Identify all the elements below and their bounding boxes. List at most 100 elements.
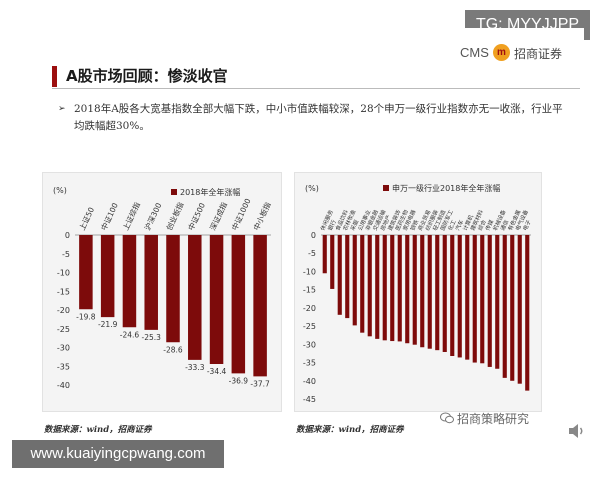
bar [420,235,425,348]
category-label: 上证50 [78,206,97,232]
data-label: -33.3 [185,363,205,372]
y-tick-label: -20 [57,306,70,315]
bullet-arrow-icon: ➢ [58,104,66,114]
bar [502,235,507,378]
bar [525,235,530,391]
bar [450,235,455,356]
bar [472,235,477,363]
y-tick-label: -35 [57,362,70,371]
bar [253,235,267,377]
bar [427,235,432,349]
bar [465,235,470,360]
y-tick-label: -25 [303,322,316,331]
bar [144,235,158,330]
data-label: -25.3 [142,333,162,342]
bar [487,235,492,367]
y-axis-label: (%) [53,186,67,195]
url-watermark: www.kuaiyingcpwang.com [12,440,224,468]
y-tick-label: -15 [303,286,316,295]
y-tick-label: -10 [303,267,316,276]
legend-label: 2018年全年涨幅 [180,187,240,197]
wechat-watermark: 招商策略研究 [440,410,529,427]
summary-bullet: ➢ 2018年A股各大宽基指数全部大幅下跌，中小市值跌幅较深，28个申万一级行业… [58,101,573,135]
title-accent-bar [52,66,57,87]
data-label: -36.9 [229,376,249,385]
source-note-right: 数据来源：wind，招商证券 [296,425,404,435]
data-label: -34.4 [207,367,227,376]
bar [352,235,357,326]
y-tick-label: -30 [57,344,70,353]
bar [495,235,500,369]
wechat-icon [440,412,454,424]
bar [166,235,180,343]
y-tick-label: 0 [311,231,316,240]
data-label: -19.8 [76,312,96,321]
category-label: 沪深300 [142,201,164,232]
bar [100,235,115,318]
legend-label: 申万一级行业2018年全年涨幅 [392,183,500,193]
bar [405,235,410,344]
watermark-text: 招商策略研究 [457,412,530,426]
y-tick-label: 0 [65,231,70,240]
summary-text: 2018年A股各大宽基指数全部大幅下跌，中小市值跌幅较深，28个申万一级行业指数… [74,103,563,132]
slide-title-bar: A股市场回顾：惨淡收官 [52,66,580,89]
y-tick-label: -15 [57,287,70,296]
logo-mark-icon: m [493,44,510,61]
y-tick-label: -25 [57,325,70,334]
chart-panel-indices: (%) 2018年全年涨幅 0 -5 -10 -15 -20 -25 -30 -35 -40 上证50… [42,172,282,412]
y-tick-label: -35 [303,359,316,368]
industry-returns-chart: (%) 申万一级行业2018年全年涨幅 0 -5 -10 -15 -20 -25 -30 -35 -… [303,183,533,404]
y-tick-label: -5 [308,249,316,258]
y-tick-label: -40 [57,381,70,390]
bar [510,235,515,381]
logo-cms-text: CMS [460,45,489,60]
legend-swatch [171,189,177,195]
bar [337,235,342,315]
bar [231,235,246,374]
bar [382,235,387,341]
y-tick-label: -40 [303,377,316,386]
bar [457,235,462,358]
data-label: -21.9 [98,320,118,329]
bar [188,235,202,360]
category-label: 中证1000 [229,197,253,232]
source-note-left: 数据来源：wind，招商证券 [44,425,152,435]
bar [480,235,485,364]
speaker-icon[interactable] [566,420,588,442]
category-label: 创业板指 [164,200,186,232]
index-returns-chart: (%) 2018年全年涨幅 0 -5 -10 -15 -20 -25 -30 -35 -40 上证50… [53,186,273,390]
bar [330,235,335,289]
chart-panel-industries: (%) 申万一级行业2018年全年涨幅 0 -5 -10 -15 -20 -25 -30 -35 -… [294,172,542,412]
bar [122,235,137,328]
y-tick-label: -45 [303,395,316,404]
bar [397,235,402,342]
category-label: 中小板指 [251,200,273,232]
category-label: 深证成指 [207,200,229,232]
bar [375,235,380,339]
y-axis-label: (%) [305,184,319,193]
category-label: 中证500 [186,201,208,232]
slide-title: A股市场回顾：惨淡收官 [66,67,228,85]
data-label: -28.6 [163,345,183,354]
logo-company-name: 招商证券 [514,47,563,61]
y-tick-label: -10 [57,269,70,278]
y-tick-label: -30 [303,340,316,349]
bar [412,235,417,345]
data-label: -24.6 [120,330,140,339]
bar [322,235,327,274]
data-label: -37.7 [250,379,270,388]
bar [517,235,522,384]
bar [390,235,395,342]
bar [360,235,365,333]
category-label: 中证100 [98,201,120,232]
bar [442,235,447,352]
y-tick-label: -5 [62,250,70,259]
bar [435,235,440,351]
category-label: 上证综指 [120,200,142,232]
y-tick-label: -20 [303,304,316,313]
bar [209,235,224,364]
legend-swatch [383,185,389,191]
bar [79,235,93,310]
cms-logo: CMS m 招商证券 [460,44,580,62]
bar [345,235,350,319]
